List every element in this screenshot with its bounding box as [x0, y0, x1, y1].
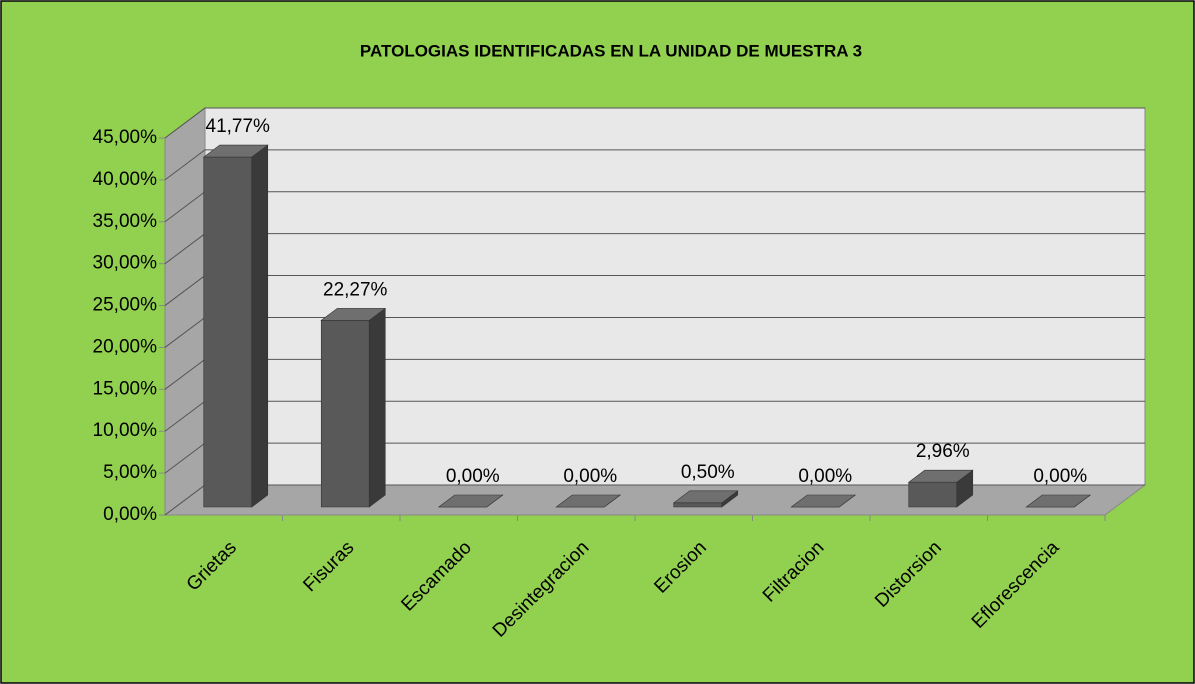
bar-side	[368, 307, 386, 508]
data-label: 0,00%	[563, 466, 617, 487]
grid-line	[164, 107, 1145, 139]
data-label: 0,50%	[681, 462, 735, 483]
y-tick-label: 20,00%	[93, 336, 158, 357]
bar-top	[437, 494, 504, 508]
chart-title: PATOLOGIAS IDENTIFICADAS EN LA UNIDAD DE…	[360, 41, 862, 60]
y-tick-label: 15,00%	[93, 378, 158, 399]
bar	[555, 494, 622, 508]
bar-side	[251, 144, 269, 508]
bar-top	[790, 494, 857, 508]
y-tick-label: 0,00%	[103, 504, 157, 525]
side-wall	[164, 107, 206, 516]
bar	[672, 490, 739, 508]
bar-top	[672, 490, 739, 504]
bar-top	[202, 144, 269, 158]
bar	[907, 469, 974, 508]
grid-line	[164, 149, 1145, 181]
y-tick-label: 10,00%	[93, 420, 158, 441]
bar-front	[320, 320, 370, 508]
data-label: 41,77%	[206, 116, 271, 137]
data-label: 2,96%	[916, 441, 970, 462]
y-tick-label: 45,00%	[93, 127, 158, 148]
bar	[790, 494, 857, 508]
bar	[1025, 494, 1092, 508]
floor	[163, 484, 1147, 516]
bar	[320, 307, 387, 508]
data-label: 22,27%	[323, 279, 388, 300]
y-tick-label: 5,00%	[103, 462, 157, 483]
y-tick-label: 30,00%	[93, 253, 158, 274]
data-label: 0,00%	[798, 466, 852, 487]
bar-front	[203, 156, 253, 508]
y-tick-label: 40,00%	[93, 169, 158, 190]
bar	[437, 494, 504, 508]
y-tick-label: 25,00%	[93, 295, 158, 316]
bar-top	[1025, 494, 1092, 508]
bar	[202, 144, 269, 508]
bar-front	[673, 502, 723, 508]
y-tick-label: 35,00%	[93, 211, 158, 232]
bar-top	[555, 494, 622, 508]
bar-front	[908, 481, 958, 508]
data-label: 0,00%	[446, 466, 500, 487]
data-label: 0,00%	[1033, 466, 1087, 487]
bar-top	[320, 308, 387, 321]
bar-top	[907, 469, 974, 483]
